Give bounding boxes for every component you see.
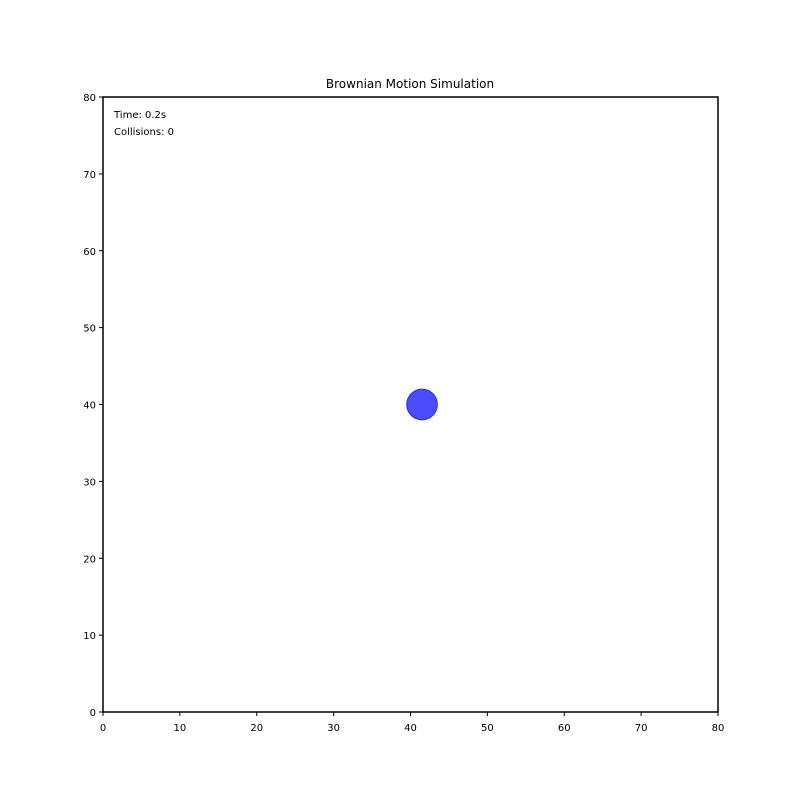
x-tick-label: 30 [327,723,340,734]
collisions-readout: Collisions: 0 [114,127,174,138]
y-tick-label: 40 [83,401,96,412]
x-tick-label: 20 [250,723,263,734]
axis-ticks: 0 10 20 30 40 50 60 70 80 0 10 20 30 40 50 60 70 80 [83,93,724,734]
x-tick-label: 80 [712,723,725,734]
y-tick-label: 80 [83,93,96,104]
plot-frame [102,96,719,713]
chart-title: Brownian Motion Simulation [326,77,494,91]
y-tick-label: 50 [83,324,96,335]
time-readout: Time: 0.2s [113,110,166,121]
y-tick-label: 10 [83,631,96,642]
y-tick-label: 30 [83,477,96,488]
x-tick-label: 40 [404,723,417,734]
y-tick-label: 70 [83,170,96,181]
particle-point [406,388,438,421]
x-tick-label: 50 [481,723,494,734]
x-tick-label: 60 [558,723,571,734]
x-tick-label: 0 [100,723,106,734]
y-tick-label: 60 [83,247,96,258]
x-tick-label: 70 [635,723,648,734]
data-marks [406,388,438,421]
y-tick-label: 20 [83,554,96,565]
x-tick-label: 10 [174,723,187,734]
y-tick-label: 0 [90,708,96,719]
